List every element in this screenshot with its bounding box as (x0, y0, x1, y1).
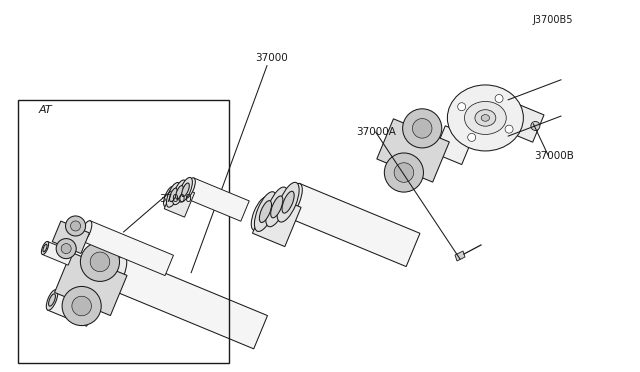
Ellipse shape (42, 241, 49, 254)
Circle shape (403, 109, 442, 148)
Polygon shape (434, 126, 473, 164)
Circle shape (385, 153, 424, 192)
Circle shape (468, 134, 476, 141)
Ellipse shape (259, 201, 271, 222)
Circle shape (72, 296, 92, 316)
Polygon shape (48, 290, 95, 326)
Ellipse shape (255, 192, 276, 231)
Ellipse shape (166, 183, 180, 207)
Circle shape (61, 244, 71, 254)
Polygon shape (455, 251, 465, 261)
Polygon shape (186, 178, 249, 221)
Circle shape (531, 121, 540, 131)
Ellipse shape (184, 178, 195, 198)
Circle shape (81, 242, 120, 281)
Ellipse shape (282, 191, 294, 213)
Ellipse shape (271, 196, 283, 218)
Ellipse shape (46, 290, 58, 310)
Polygon shape (52, 221, 90, 253)
Ellipse shape (447, 85, 524, 151)
Polygon shape (54, 252, 127, 315)
Ellipse shape (266, 187, 288, 227)
Ellipse shape (43, 244, 47, 252)
Circle shape (62, 286, 101, 326)
Polygon shape (286, 183, 420, 267)
Polygon shape (111, 256, 268, 349)
Polygon shape (164, 185, 195, 217)
Text: 37000A: 37000A (356, 127, 396, 137)
Ellipse shape (481, 115, 490, 121)
Text: 37000: 37000 (255, 53, 289, 62)
Polygon shape (253, 194, 301, 247)
Ellipse shape (81, 221, 92, 241)
Ellipse shape (465, 102, 506, 134)
Text: J3700B5: J3700B5 (532, 16, 573, 25)
Bar (18, 100, 229, 363)
Ellipse shape (170, 188, 177, 202)
Circle shape (458, 103, 466, 111)
Circle shape (56, 238, 76, 259)
Ellipse shape (108, 256, 127, 290)
Polygon shape (42, 241, 74, 265)
Polygon shape (377, 119, 449, 182)
Circle shape (65, 216, 86, 236)
Circle shape (505, 125, 513, 133)
Ellipse shape (164, 186, 175, 207)
Ellipse shape (284, 183, 302, 217)
Circle shape (495, 94, 503, 103)
Text: 37000: 37000 (159, 194, 193, 204)
Circle shape (394, 163, 413, 182)
Ellipse shape (175, 186, 183, 199)
Ellipse shape (475, 110, 496, 126)
Circle shape (90, 252, 109, 272)
Text: 37000B: 37000B (534, 151, 573, 161)
Text: AT: AT (38, 105, 52, 115)
Ellipse shape (179, 177, 193, 202)
Polygon shape (82, 221, 173, 276)
Ellipse shape (404, 134, 422, 167)
Ellipse shape (277, 182, 299, 222)
Ellipse shape (182, 183, 189, 196)
Circle shape (70, 221, 81, 231)
Ellipse shape (252, 197, 270, 230)
Ellipse shape (49, 294, 56, 306)
Polygon shape (491, 98, 544, 142)
Circle shape (412, 119, 432, 138)
Ellipse shape (173, 180, 186, 205)
